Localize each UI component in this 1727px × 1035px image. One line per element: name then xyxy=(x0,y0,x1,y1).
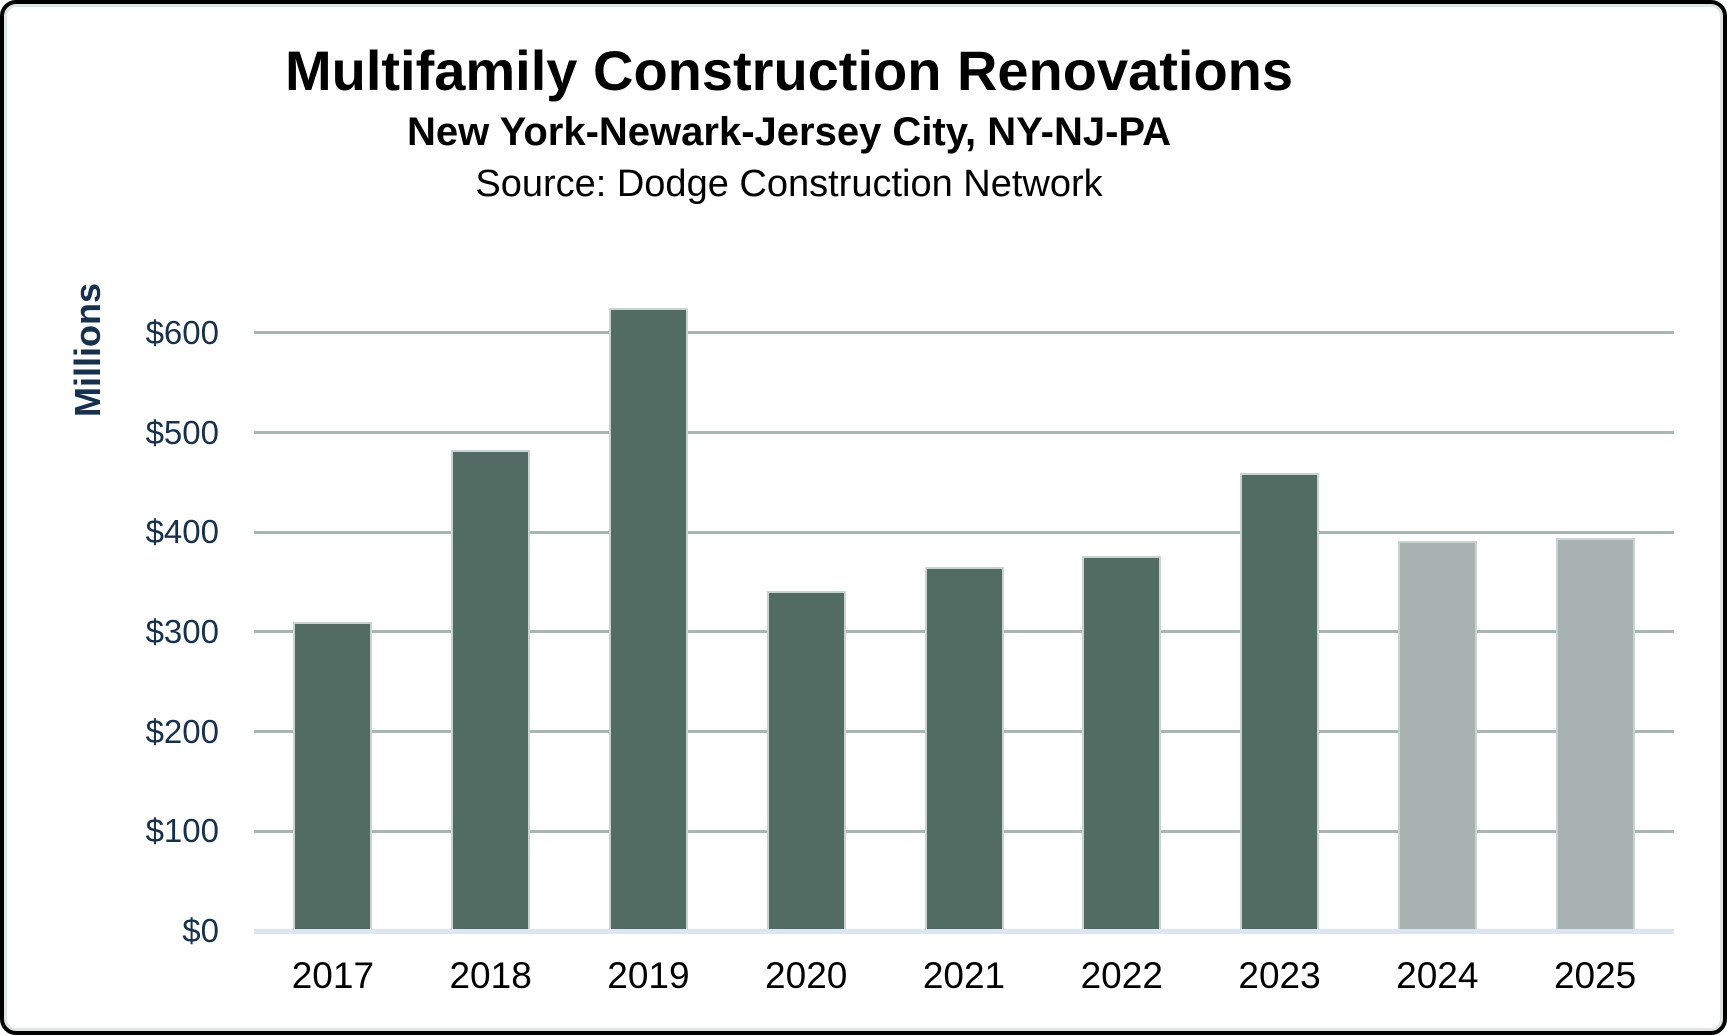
x-tick-label: 2025 xyxy=(1553,955,1637,996)
y-tick-label: $0 xyxy=(182,912,219,949)
x-tick-label: 2023 xyxy=(1238,955,1321,996)
bar-2021 xyxy=(924,567,1004,931)
gridline xyxy=(254,331,1674,335)
x-tick-label: 2019 xyxy=(607,955,690,996)
bar-2024 xyxy=(1397,541,1477,931)
x-axis: 2017 2018 2019 2020 2021 2022 2023 2024 2025 xyxy=(254,952,1674,1000)
x-tick-label: 2024 xyxy=(1396,955,1479,996)
y-tick-label: $600 xyxy=(145,313,219,351)
gridline xyxy=(254,431,1674,435)
y-tick-label: $200 xyxy=(145,712,219,750)
bar-2023 xyxy=(1240,473,1320,931)
gridline xyxy=(254,530,1674,534)
bar-2018 xyxy=(451,450,531,931)
y-axis: $0 $100 $200 $300 $400 $500 $600 xyxy=(4,283,219,949)
chart-header: Multifamily Construction Renovations New… xyxy=(4,39,1574,206)
y-tick-label: $500 xyxy=(145,413,219,451)
bar-2022 xyxy=(1082,556,1162,931)
bar-2020 xyxy=(766,591,846,931)
y-tick-label: $100 xyxy=(145,812,219,850)
x-tick-label: 2017 xyxy=(291,955,375,996)
page-title: Multifamily Construction Renovations xyxy=(284,39,1294,102)
x-tick-label: 2022 xyxy=(1080,955,1163,996)
bar-2019 xyxy=(608,307,688,931)
x-tick-label: 2021 xyxy=(922,955,1006,996)
bar-2017 xyxy=(293,621,373,931)
y-tick-label: $300 xyxy=(145,612,219,650)
y-tick-label: $400 xyxy=(145,513,219,551)
plot-area xyxy=(254,283,1674,931)
x-tick-label: 2020 xyxy=(765,955,848,996)
zero-baseline xyxy=(254,929,1674,934)
x-tick-label: 2018 xyxy=(449,955,532,996)
bar-2025 xyxy=(1555,538,1635,931)
source-caption: Source: Dodge Construction Network xyxy=(475,162,1103,205)
chart-subtitle: New York-Newark-Jersey City, NY-NJ-PA xyxy=(406,109,1171,154)
